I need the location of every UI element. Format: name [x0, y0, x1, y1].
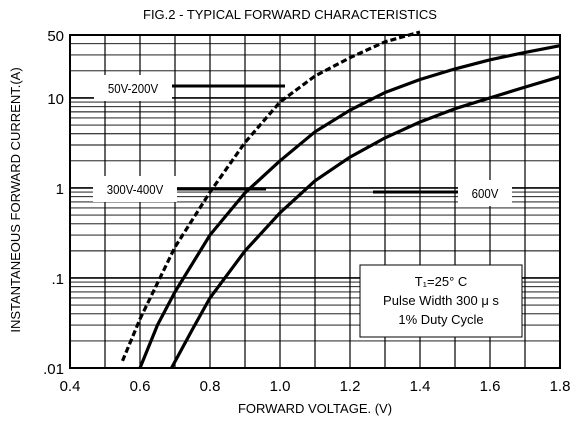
- x-tick-label: 0.4: [60, 378, 81, 395]
- y-tick-label: 50: [47, 28, 64, 45]
- test-conditions-box: T₁=25° C Pulse Width 300 μ s 1% Duty Cyc…: [359, 264, 523, 338]
- y-tick-label: .1: [51, 271, 64, 288]
- series-line-1: [121, 30, 421, 362]
- series-label-box-1: [94, 75, 172, 101]
- annotation-temperature: T₁=25° C: [415, 274, 468, 289]
- series-line-2: [138, 44, 561, 369]
- annotation-pulse-width: Pulse Width 300 μ s: [383, 293, 499, 308]
- plot-frame: [69, 34, 561, 369]
- x-tick-label: 0.8: [200, 378, 221, 395]
- annotation-box: [359, 264, 523, 338]
- x-tick-label: 1.2: [340, 378, 361, 395]
- chart-title: FIG.2 - TYPICAL FORWARD CHARACTERISTICS: [143, 7, 437, 22]
- series-label-2: 300V-400V: [107, 182, 164, 197]
- series-label-box-3: [458, 180, 512, 206]
- x-tick-label: 1.4: [410, 378, 431, 395]
- series-group: [121, 30, 561, 369]
- series-line-3: [170, 75, 561, 369]
- x-tick-label: 1.6: [480, 378, 501, 395]
- series-labels: 50V-200V 300V-400V 600V: [93, 75, 512, 206]
- x-tick-label: 0.6: [130, 378, 151, 395]
- x-axis-label: FORWARD VOLTAGE. (V): [238, 401, 392, 416]
- y-axis-label: INSTANTANEOUS FORWARD CURRENT.(A): [8, 67, 23, 332]
- x-tick-label: 1.8: [550, 378, 571, 395]
- tick-labels: 0.4 0.6 0.8 1.0 1.2 1.4 1.6 1.8 .01 .1 1 10 50: [43, 28, 570, 395]
- series-label-1: 50V-200V: [108, 81, 159, 96]
- annotation-duty-cycle: 1% Duty Cycle: [398, 312, 483, 327]
- x-tick-label: 1.0: [270, 378, 291, 395]
- y-tick-label: .01: [43, 361, 64, 378]
- y-tick-label: 1: [56, 181, 64, 198]
- y-tick-label: 10: [47, 91, 64, 108]
- series-label-box-2: [93, 176, 177, 202]
- series-label-3: 600V: [472, 186, 499, 201]
